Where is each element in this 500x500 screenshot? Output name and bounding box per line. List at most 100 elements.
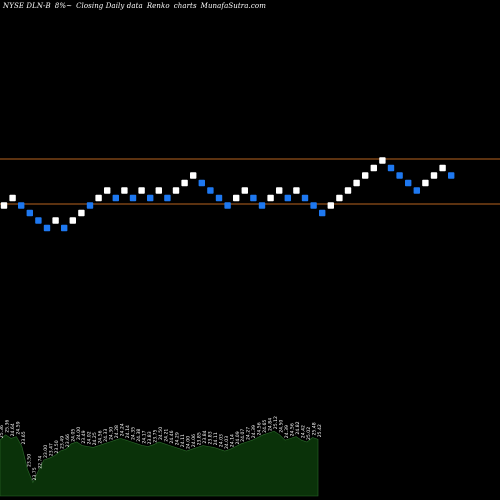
price-label: 24.17 [142,430,148,443]
renko-brick [112,194,119,202]
renko-brick [233,194,240,202]
price-label: 23.49 [59,436,65,449]
renko-brick [430,172,438,179]
price-label: 24.84 [268,418,274,431]
price-label: 24.39 [284,425,290,438]
renko-brick [336,194,343,202]
renko-brick [319,209,326,217]
price-label: 24.14 [229,434,235,447]
renko-brick [224,202,231,209]
price-label: 24.56 [98,430,104,443]
price-label: 23.47 [48,443,54,456]
renko-brick [207,187,214,194]
price-label: 25.12 [273,416,279,429]
renko-brick [155,187,162,194]
price-label: 24.21 [164,429,170,442]
renko-brick [448,172,455,179]
price-label: 24.30 [109,427,115,440]
price-label: 24.24 [120,423,126,436]
renko-brick [26,209,33,217]
price-label: 24.25 [92,432,98,445]
renko-brick [147,194,154,202]
renko-brick [95,194,102,202]
price-label: 24.65 [262,420,268,433]
renko-brick [396,172,403,179]
price-label: 24.56 [257,422,263,435]
price-label: 24.33 [103,429,109,442]
renko-brick [387,164,395,172]
renko-brick [43,224,51,232]
renko-brick [164,194,171,202]
price-label: 24.03 [218,434,224,447]
renko-brick [370,164,377,172]
renko-brick [78,209,85,217]
price-label: 23.65 [21,431,27,444]
renko-brick [35,217,42,224]
renko-brick [9,194,16,202]
reference-lines [0,158,500,205]
price-label: 23.49 [81,430,87,443]
price-label: 25.36 [0,425,5,438]
price-label: 22.74 [37,456,43,469]
renko-brick [250,194,257,202]
renko-brick [413,187,420,194]
title-change: 8%~ [54,2,73,10]
price-label: 23.66 [65,434,71,447]
renko-brick [379,157,386,164]
price-label: 23.75 [32,467,38,480]
price-label: 24.11 [180,434,186,447]
renko-brick [181,179,188,187]
volume-panel [0,430,319,497]
price-label: 24.05 [70,429,76,442]
price-label: 23.00 [43,445,49,458]
renko-brick [241,187,248,194]
renko-brick [198,179,205,187]
price-label: 24.35 [131,427,137,440]
price-label: 24.28 [114,425,120,438]
renko-brick [310,202,317,209]
renko-bricks [0,157,455,232]
renko-brick [52,217,59,224]
renko-brick [353,179,360,187]
price-label: 25.42 [317,424,323,437]
renko-brick [293,187,300,194]
price-label: 24.00 [76,427,82,440]
renko-brick [267,194,274,202]
price-label: 23.75 [153,429,159,442]
renko-brick [215,194,223,202]
renko-brick [258,202,266,209]
renko-brick [190,172,197,179]
price-label: 24.56 [290,423,296,436]
price-label: 23.50 [26,454,32,467]
renko-brick [405,179,412,187]
renko-brick [276,187,283,194]
price-label: 24.06 [191,434,197,447]
price-label: 25.02 [306,427,312,440]
renko-brick [138,187,145,194]
renko-brick [86,202,94,209]
renko-brick [284,194,291,202]
renko-brick [362,172,369,179]
title-desc-3: charts [173,2,197,10]
price-label: 24.50 [158,427,164,440]
price-label: 24.46 [169,430,175,443]
renko-brick [422,179,429,187]
renko-brick [439,164,446,172]
title-symbol: NYSE DLN-B [3,2,51,10]
price-labels: 25.36 25.36 24.64 24.5923.6523.5023.7522.74… [0,416,323,481]
renko-brick [172,187,180,194]
price-label: 24.38 [136,429,142,442]
price-label: 24.11 [213,432,219,445]
price-label: 23.85 [196,432,202,445]
title-desc-1: Closing Daily data [76,2,143,10]
price-label: 23.83 [147,431,153,444]
price-label: 24.00 [185,436,191,449]
price-label: 24.50 [279,420,285,433]
price-label: 24.27 [246,427,252,440]
renko-brick [344,187,352,194]
price-label: 24.39 [251,425,257,438]
price-label: 25.36 [5,420,11,433]
renko-brick [61,224,68,232]
price-label: 25.48 [312,422,318,435]
